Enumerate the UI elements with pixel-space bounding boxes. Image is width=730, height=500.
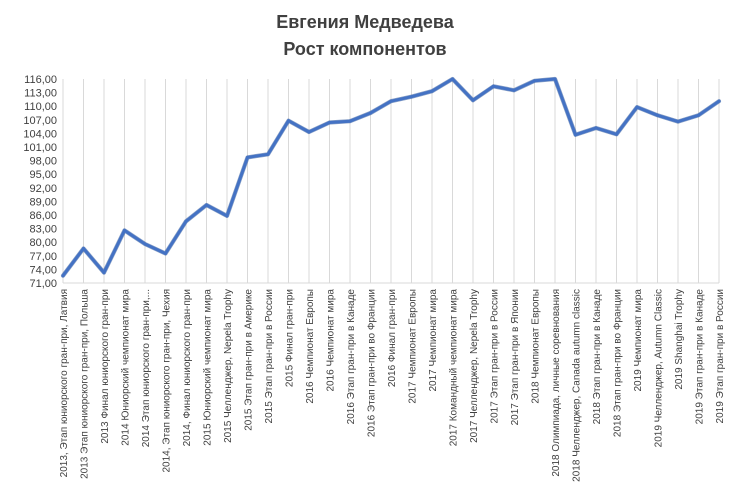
x-tick-label: 2015 Юниорский чемпионат мира [203, 289, 214, 446]
data-point [307, 130, 311, 134]
data-point [451, 77, 454, 81]
x-tick-label: 2018 Этап гран-при во Франции [613, 289, 624, 437]
data-point [328, 121, 331, 125]
x-tick-label: 2017 Командный чемпионат мира [449, 289, 460, 447]
data-point [348, 119, 352, 123]
x-tick-label: 2017 Чемпионат мира [428, 289, 439, 392]
x-tick-label: 2016 Финал гран-при [387, 289, 398, 387]
chart-subtitle: Рост компонентов [283, 39, 446, 59]
x-tick-label: 2016 Этап гран-при в Канаде [346, 289, 357, 425]
x-tick-label: 2015 Этап гран-при в Америке [244, 289, 255, 431]
data-point [512, 88, 516, 92]
data-point [246, 155, 249, 159]
x-tick-label: 2019 Чемпионат мира [633, 289, 644, 392]
x-tick-label: 2018 Челленджер, Canada autumn classic [572, 289, 583, 482]
data-point [410, 95, 413, 99]
data-point [266, 152, 270, 156]
y-tick-label: 74,00 [29, 264, 57, 276]
x-tick-label: 2016 Чемпионат Европы [305, 289, 316, 404]
plot-area [60, 76, 722, 278]
x-tick-label: 2019 Челленджер, Autumn Classic [654, 289, 665, 447]
x-tick-label: 2019 Этап гран-при в России [715, 289, 726, 423]
data-point [615, 132, 618, 136]
x-tick-label: 2014, Этап юниорского гран-при, Чехия [162, 289, 173, 473]
data-point [656, 113, 659, 117]
data-point [102, 271, 106, 275]
x-tick-label: 2017 Этап гран-при в России [490, 289, 501, 423]
y-tick-label: 92,00 [29, 183, 57, 195]
y-tick-label: 98,00 [29, 156, 57, 168]
x-tick-label: 2015 Финал гран-при [285, 289, 296, 387]
data-point [225, 214, 229, 218]
x-tick-label: 2017 Челленджер, Nepela Trophy [469, 289, 480, 443]
y-tick-label: 104,00 [23, 128, 57, 140]
x-tick-label: 2017 Чемпионат Европы [408, 289, 419, 404]
chart-title: Евгения Медведева [276, 12, 455, 32]
y-tick-label: 83,00 [29, 224, 57, 236]
x-tick-label: 2018 Чемпионат Европы [531, 289, 542, 404]
data-point [389, 99, 393, 103]
y-tick-label: 107,00 [23, 115, 57, 127]
y-tick-label: 77,00 [29, 251, 57, 263]
data-point [143, 242, 147, 246]
x-tick-label: 2014 Этап юниорского гран-при,... [141, 289, 152, 447]
x-tick-label: 2018 Олимпиада, личные соревнования [551, 289, 562, 477]
y-tick-label: 116,00 [24, 74, 57, 86]
data-point [369, 111, 372, 115]
x-tick-label: 2014 Юниорский чемпионат мира [121, 289, 132, 446]
data-point [287, 119, 290, 123]
data-point [676, 120, 680, 124]
x-tick-label: 2013, Этап юниорского гран-при, Латвия [59, 289, 70, 477]
x-axis: 2013, Этап юниорского гран-при, Латвия 20… [59, 282, 726, 482]
y-tick-label: 101,00 [23, 142, 57, 154]
x-tick-label: 2014, Финал юниорского гран-при [182, 289, 193, 446]
x-tick-label: 2019 Этап гран-при в Канаде [695, 289, 706, 425]
data-point [430, 89, 434, 93]
x-tick-label: 2017 Этап гран-при в Японии [510, 289, 521, 425]
x-tick-label: 2019 Shanghai Trophy [674, 289, 685, 390]
data-point [471, 98, 475, 102]
x-tick-label: 2015 Челленджер, Nepela Trophy [223, 289, 234, 443]
data-point [574, 133, 577, 137]
y-tick-label: 113,00 [24, 88, 57, 100]
data-point [533, 79, 536, 83]
data-point [61, 274, 65, 278]
x-tick-label: 2013 Финал юниорского гран-при [100, 289, 111, 444]
data-point [82, 247, 85, 251]
x-tick-label: 2016 Чемпионат мира [326, 289, 337, 392]
data-point [205, 203, 208, 207]
y-tick-label: 89,00 [29, 196, 57, 208]
y-tick-label: 80,00 [29, 237, 57, 249]
x-tick-label: 2016 Этап гран-при во Франции [367, 289, 378, 437]
gridlines [62, 79, 720, 283]
y-tick-label: 95,00 [29, 169, 57, 181]
data-point [184, 219, 188, 223]
x-tick-label: 2018 Этап гран-при в Канаде [592, 289, 603, 425]
data-point [594, 126, 598, 130]
y-tick-label: 71,00 [29, 278, 57, 290]
y-tick-label: 86,00 [29, 210, 57, 222]
data-point [635, 105, 639, 109]
x-tick-label: 2015 Этап гран-при в России [264, 289, 275, 423]
x-tick-label: 2013 Этап юниорского гран-при, Польша [80, 289, 91, 479]
data-point [123, 228, 126, 232]
data-point [717, 99, 721, 103]
y-tick-label: 110,00 [24, 101, 57, 113]
data-point [164, 252, 167, 256]
data-point [553, 77, 557, 81]
data-point [492, 84, 495, 88]
data-point [697, 113, 700, 117]
